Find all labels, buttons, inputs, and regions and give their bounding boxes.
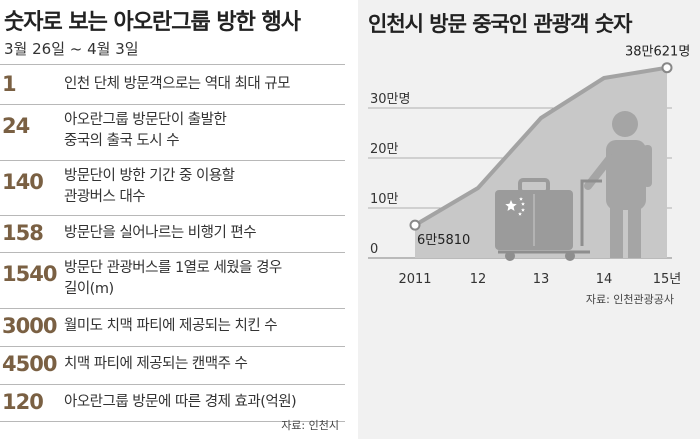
data-point xyxy=(661,62,673,74)
list-item: 120 아오란그룹 방문에 따른 경제 효과(억원) xyxy=(0,384,345,422)
y-tick-label: 30만명 xyxy=(370,92,410,107)
stat-number: 4500 xyxy=(2,352,57,376)
suitcase-handle-icon xyxy=(518,178,550,194)
stat-description: 아오란그룹 방문단이 출발한 xyxy=(64,112,227,128)
left-title: 숫자로 보는 아오란그룹 방한 행사 xyxy=(4,10,301,35)
stat-description: 인천 단체 방문객으로는 역대 최대 규모 xyxy=(64,76,290,92)
traveler-arm-icon xyxy=(643,145,652,187)
list-item: 24 아오란그룹 방문단이 출발한 중국의 출국 도시 수 xyxy=(0,104,345,161)
right-panel: 인천시 방문 중국인 관광객 숫자 0 10만 20만 30만명 2011 12 13 14 1… xyxy=(358,0,700,439)
series-line xyxy=(413,65,668,227)
list-item: 1540 방문단 관광버스를 1열로 세웠을 경우 길이(m) xyxy=(0,252,345,309)
left-subtitle: 3월 26일 ~ 4월 3일 xyxy=(4,40,139,58)
stat-number: 1 xyxy=(2,72,17,96)
stat-description: 아오란그룹 방문에 따른 경제 효과(억원) xyxy=(64,394,297,410)
x-tick-label: 2011 xyxy=(398,272,431,287)
y-tick-label: 20만 xyxy=(370,142,399,157)
stat-description-line2: 길이(m) xyxy=(64,281,114,297)
stat-description: 치맥 파티에 제공되는 캔맥주 수 xyxy=(64,356,248,372)
china-flag-big-star-icon xyxy=(505,200,517,211)
data-label: 38만621명 xyxy=(625,45,690,60)
left-source: 자료: 인천시 xyxy=(281,419,339,432)
data-point xyxy=(409,219,421,231)
stat-description: 방문단을 실어나르는 비행기 편수 xyxy=(64,225,257,241)
x-tick-label: 13 xyxy=(533,272,550,287)
stat-description-line2: 중국의 출국 도시 수 xyxy=(64,133,180,149)
y-tick-label: 0 xyxy=(370,242,378,257)
stat-description: 월미도 치맥 파티에 제공되는 치킨 수 xyxy=(64,318,278,334)
stat-description: 방문단 관광버스를 1열로 세웠을 경우 xyxy=(64,260,282,276)
stat-description: 방문단이 방한 기간 중 이용할 xyxy=(64,168,235,184)
stat-number: 140 xyxy=(2,170,44,194)
chart-title: 인천시 방문 중국인 관광객 숫자 xyxy=(368,12,632,36)
area-fill xyxy=(415,67,667,258)
traveler-body-icon xyxy=(606,140,646,210)
cart-wheel-icon xyxy=(505,251,515,261)
stat-description-line2: 관광버스 대수 xyxy=(64,189,146,205)
list-item: 3000 월미도 치맥 파티에 제공되는 치킨 수 xyxy=(0,308,345,347)
data-label: 6만5810 xyxy=(417,233,470,248)
traveler-right-leg-icon xyxy=(628,200,641,258)
list-item: 140 방문단이 방한 기간 중 이용할 관광버스 대수 xyxy=(0,160,345,216)
list-item: 1 인천 단체 방문객으로는 역대 최대 규모 xyxy=(0,64,345,105)
x-tick-label: 14 xyxy=(596,272,613,287)
stat-number: 1540 xyxy=(2,262,57,286)
y-tick-label: 10만 xyxy=(370,192,399,207)
china-flag-small-star-icon xyxy=(519,197,523,201)
stat-number: 3000 xyxy=(2,314,57,338)
list-item: 4500 치맥 파티에 제공되는 캔맥주 수 xyxy=(0,346,345,385)
left-panel: 숫자로 보는 아오란그룹 방한 행사 3월 26일 ~ 4월 3일 1 인천 단… xyxy=(0,0,345,439)
chart-source: 자료: 인천관광공사 xyxy=(585,293,674,306)
list-item: 158 방문단을 실어나르는 비행기 편수 xyxy=(0,215,345,253)
chart-svg: 0 10만 20만 30만명 2011 12 13 14 15년 6만5810 38만621명 xyxy=(368,45,690,287)
china-flag-small-star-icon xyxy=(521,208,525,212)
x-tick-label: 12 xyxy=(470,272,487,287)
china-flag-small-star-icon xyxy=(521,202,525,206)
traveler-head-icon xyxy=(612,111,638,137)
stat-number: 24 xyxy=(2,114,30,138)
x-tick-label: 15년 xyxy=(653,272,682,287)
cart-wheel-icon xyxy=(565,251,575,261)
stat-number: 158 xyxy=(2,221,44,245)
luggage-cart-handle-icon xyxy=(580,179,602,246)
china-flag-small-star-icon xyxy=(518,212,522,216)
stat-number: 120 xyxy=(2,390,44,414)
traveler-left-leg-icon xyxy=(610,200,623,258)
